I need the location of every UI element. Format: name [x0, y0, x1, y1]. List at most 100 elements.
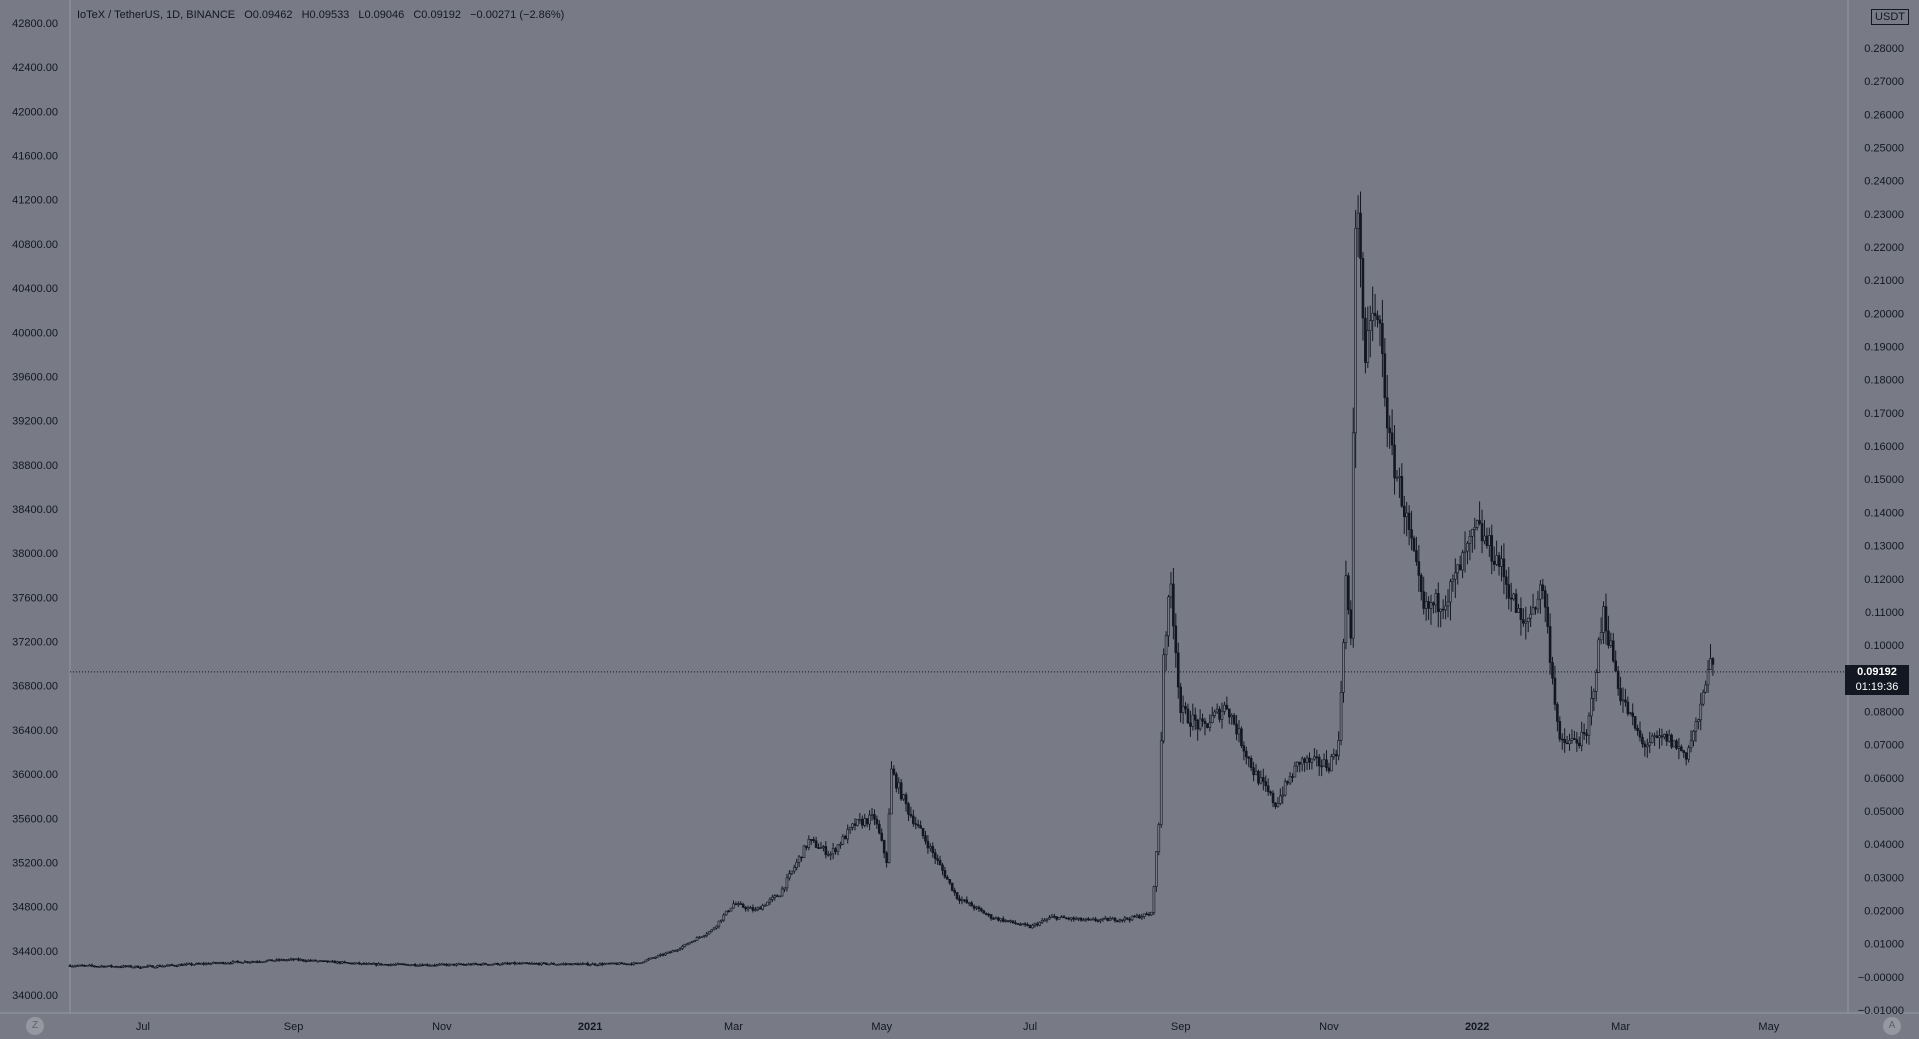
candle-body [656, 955, 660, 958]
right-axis-tick-label: 0.05000 [1864, 806, 1904, 818]
time-axis-label: Mar [1611, 1021, 1630, 1033]
candle-body [435, 964, 439, 966]
candle-body [914, 823, 918, 825]
candle-body [720, 919, 723, 922]
candle-body [1220, 710, 1224, 720]
candle-body [615, 963, 619, 965]
candle-body [1101, 917, 1105, 920]
candle-body [807, 839, 811, 848]
candle-body [1140, 916, 1144, 919]
candle-body [1330, 756, 1333, 772]
legend-change: −0.00271 (−2.86%) [470, 9, 565, 21]
candle-body [1436, 593, 1440, 612]
candle-body [994, 917, 998, 920]
candle-body [430, 964, 434, 967]
candle-body [737, 903, 740, 905]
candle-body [1660, 735, 1664, 738]
candle-body [1062, 916, 1066, 919]
candle-body [1247, 756, 1251, 759]
candle-body [690, 940, 694, 943]
candle-body [1653, 735, 1656, 738]
left-axis-tick-label: 42400.00 [12, 62, 58, 74]
candle-body [1590, 698, 1593, 717]
candle-body [603, 963, 606, 966]
candle-body [1565, 742, 1569, 745]
candle-body [583, 962, 587, 965]
candle-body [353, 962, 356, 965]
candle-body [1172, 583, 1175, 627]
left-axis-tick-label: 39200.00 [12, 416, 58, 428]
candle-body [285, 959, 288, 962]
right-axis-tick-label: −0.01000 [1858, 1005, 1904, 1017]
candle-body [564, 963, 568, 966]
candle-body [102, 965, 106, 968]
candle-body [90, 964, 94, 967]
candle-body [843, 836, 847, 840]
candle-body [195, 962, 198, 965]
candle-body [1259, 777, 1263, 784]
candle-body [846, 829, 850, 840]
candle-body [630, 963, 633, 966]
candle-body [1308, 757, 1311, 763]
candle-body [248, 961, 252, 964]
candle-body [338, 961, 342, 964]
candle-body [1271, 792, 1275, 804]
candle-body [1089, 918, 1093, 921]
candle-body [1361, 258, 1365, 319]
candle-body [294, 958, 298, 961]
candle-body [1364, 317, 1367, 363]
candle-body [1548, 626, 1552, 663]
candle-body [1152, 886, 1156, 913]
candle-body [408, 964, 412, 967]
candle-body [139, 967, 142, 969]
candle-body [1167, 596, 1170, 637]
candle-body [1315, 756, 1319, 759]
candle-body [1313, 756, 1316, 760]
candle-body [579, 963, 582, 966]
candle-body [1563, 738, 1566, 744]
candle-body [1332, 753, 1336, 758]
candle-body [1091, 918, 1095, 921]
candle-body [1249, 758, 1253, 768]
candle-body [761, 905, 764, 910]
candle-body [1342, 642, 1345, 693]
candle-body [1560, 738, 1564, 741]
candle-body [122, 965, 125, 968]
candle-body [1142, 913, 1146, 917]
candle-body [491, 963, 495, 966]
candle-body [421, 964, 424, 967]
candle-body [1074, 918, 1078, 921]
currency-unit-badge[interactable]: USDT [1871, 9, 1909, 25]
candle-body [822, 846, 825, 848]
candle-body [1050, 915, 1054, 918]
right-axis-tick-label: 0.26000 [1864, 109, 1904, 121]
candle-body [297, 958, 300, 961]
candle-body [1218, 708, 1221, 720]
candle-body [304, 960, 308, 963]
candle-body [724, 910, 728, 916]
candle-body [1575, 739, 1579, 744]
candle-body [518, 962, 521, 965]
candle-body [666, 951, 670, 954]
candle-body [1334, 753, 1338, 757]
candle-body [839, 843, 842, 846]
right-axis-tick-label: 0.22000 [1864, 242, 1904, 254]
candle-body [909, 814, 913, 817]
candle-body [442, 963, 446, 966]
candle-body [1509, 597, 1513, 600]
candle-body [1133, 915, 1136, 918]
right-axis-tick-label: 0.21000 [1864, 275, 1904, 287]
go-to-start-button[interactable]: Z [26, 1017, 44, 1035]
candle-body [1388, 427, 1391, 434]
auto-scale-button[interactable]: A [1883, 1017, 1901, 1035]
candle-body [970, 902, 973, 907]
candle-body [372, 963, 376, 965]
right-axis-tick-label: 0.16000 [1864, 441, 1904, 453]
candle-body [1286, 781, 1289, 784]
candle-body [1203, 720, 1207, 724]
candle-body [479, 963, 483, 966]
candle-body [1021, 923, 1025, 926]
left-axis-tick-label: 40400.00 [12, 283, 58, 295]
left-axis-tick-label: 37200.00 [12, 637, 58, 649]
